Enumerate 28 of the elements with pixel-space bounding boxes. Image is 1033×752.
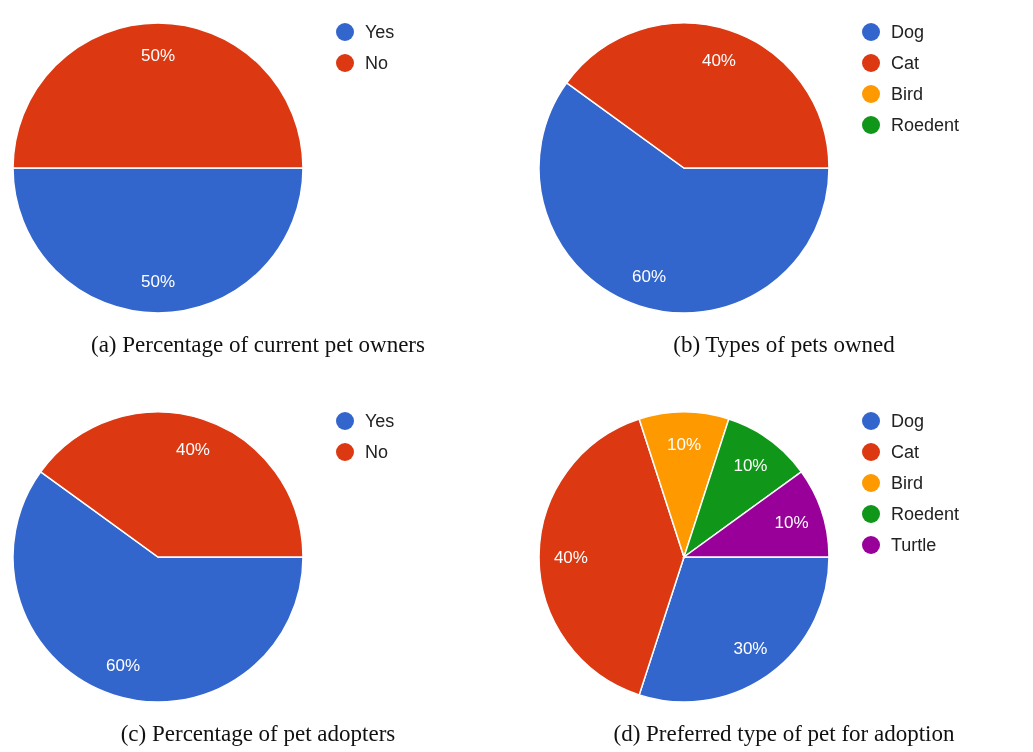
legend-label: Yes <box>365 22 395 43</box>
legend-label: Roedent <box>891 504 960 525</box>
data-label: 30% <box>733 639 768 659</box>
text: (d) Preferred type of pet for adoption <box>613 721 956 746</box>
text: (b) Types of pets owned <box>673 332 896 357</box>
data-label: 40% <box>701 51 736 71</box>
data-label: 40% <box>175 440 210 460</box>
data-label: 50% <box>140 45 176 65</box>
legend-label: Dog <box>891 411 925 432</box>
data-label: 50% <box>140 272 176 292</box>
legend-label: Roedent <box>891 115 960 136</box>
legend-label: No <box>365 442 389 463</box>
text: (a) Percentage of current pet owners <box>91 332 426 357</box>
data-label: 10% <box>666 434 702 454</box>
legend-label: Bird <box>891 473 924 494</box>
data-label: 40% <box>553 547 588 567</box>
legend-label: Cat <box>891 442 920 463</box>
data-label: 60% <box>106 655 141 675</box>
legend-label: Dog <box>891 22 925 43</box>
legend-label: Bird <box>891 84 924 105</box>
legend-label: Cat <box>891 53 920 74</box>
text: (c) Percentage of pet adopters <box>120 721 396 746</box>
legend-label: Yes <box>365 411 395 432</box>
legend-label: Turtle <box>891 535 937 556</box>
data-label: 60% <box>632 266 667 286</box>
data-label: 10% <box>774 513 809 532</box>
data-label: 10% <box>733 456 768 476</box>
legend-label: No <box>365 53 389 74</box>
